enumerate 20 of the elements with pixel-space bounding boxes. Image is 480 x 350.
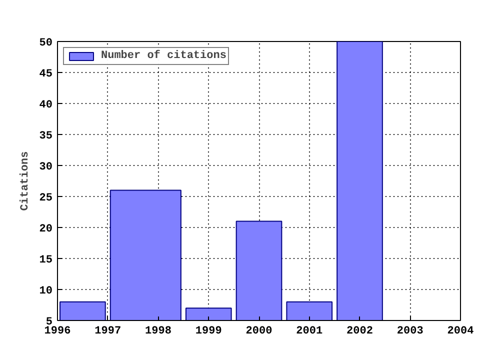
y-tick-label: 45	[39, 68, 53, 80]
y-tick-label: 25	[39, 192, 53, 204]
y-tick-label: 20	[39, 224, 52, 236]
y-tick-label: 10	[39, 286, 52, 298]
x-tick-label: 2002	[346, 326, 373, 338]
x-tick-label: 1996	[44, 326, 71, 338]
x-tick-label: 1997	[94, 326, 122, 338]
y-tick-label: 50	[39, 38, 52, 50]
y-tick-label: 30	[39, 162, 52, 174]
x-tick-label: 1999	[195, 326, 222, 338]
x-tick-label: 2000	[246, 326, 272, 338]
x-tick-label: 2003	[396, 326, 424, 338]
legend-label: Number of citations	[101, 50, 226, 62]
y-axis-title: Citations	[19, 151, 32, 211]
y-tick-label: 15	[39, 254, 53, 266]
y-tick-label: 40	[39, 100, 52, 112]
y-tick-label: 35	[39, 130, 53, 142]
x-tick-label: 1998	[145, 326, 172, 338]
x-tick-label: 2004	[447, 326, 474, 338]
x-tick-label: 2001	[296, 326, 323, 338]
